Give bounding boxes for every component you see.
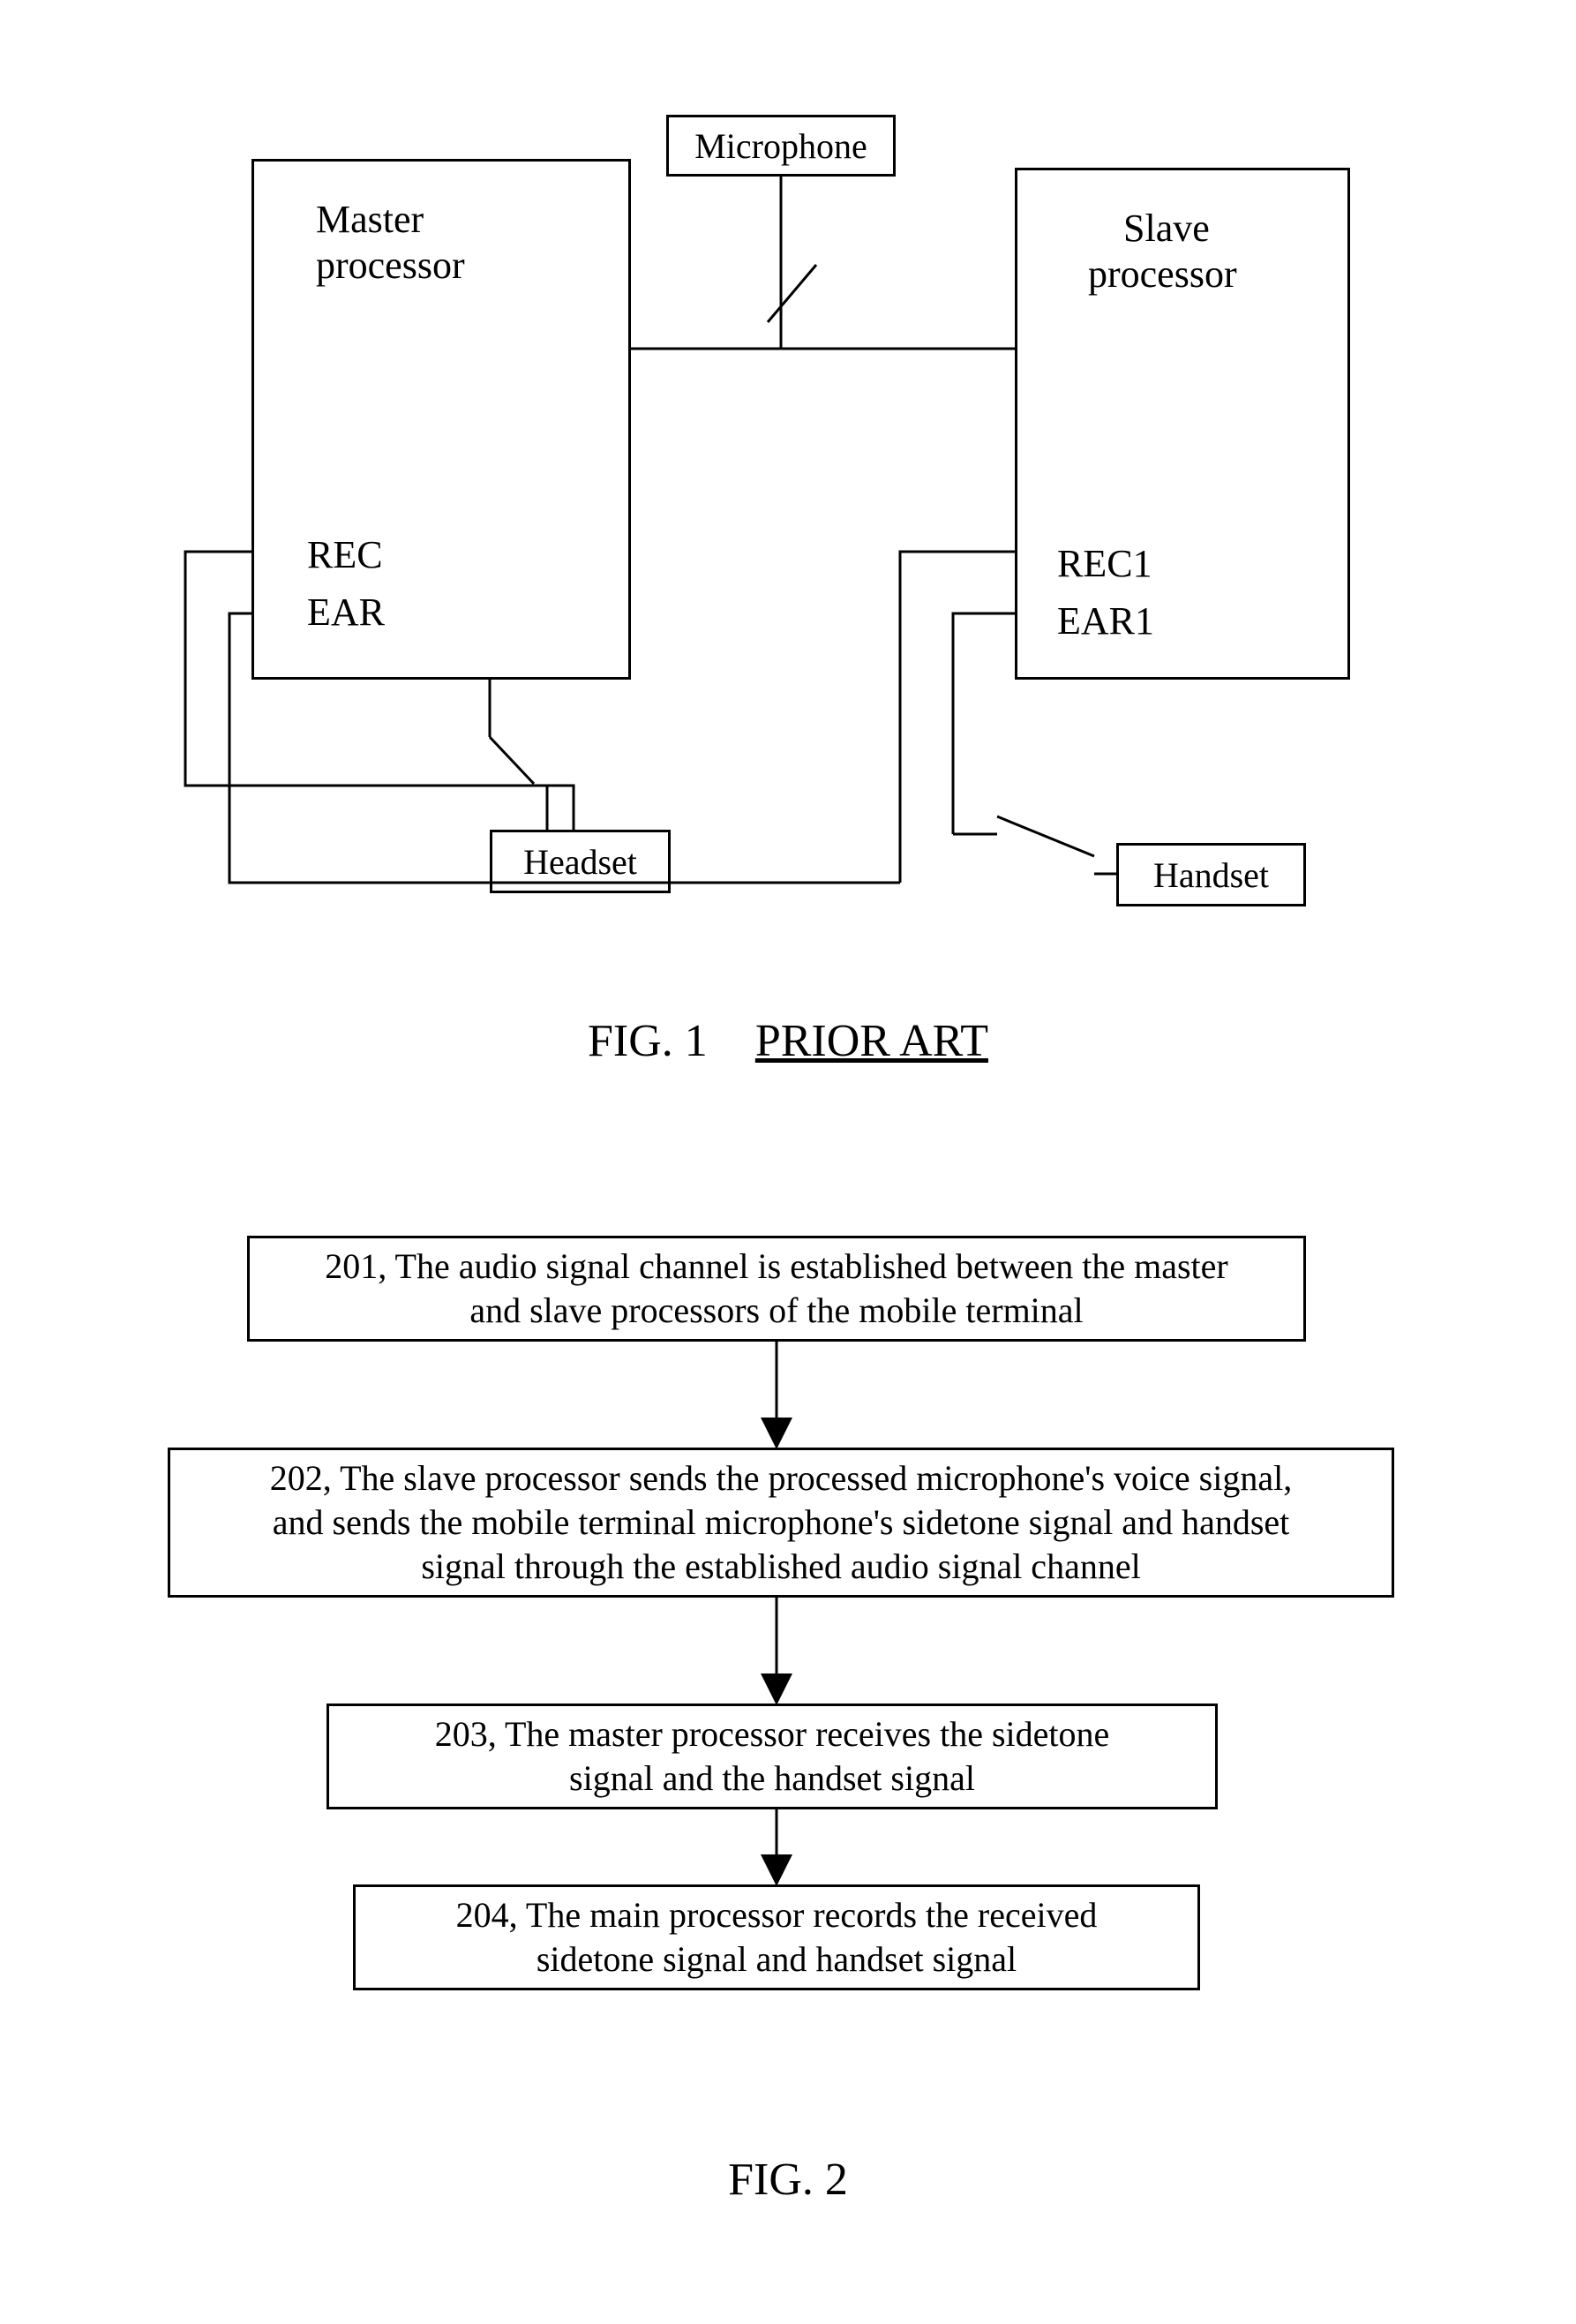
- fig2-caption: FIG. 2: [0, 2154, 1576, 2206]
- page: Master processor REC EAR Slave processor…: [0, 0, 1576, 2324]
- fig2-caption-text: FIG. 2: [728, 2155, 848, 2205]
- fig2-arrows: [0, 0, 1576, 2324]
